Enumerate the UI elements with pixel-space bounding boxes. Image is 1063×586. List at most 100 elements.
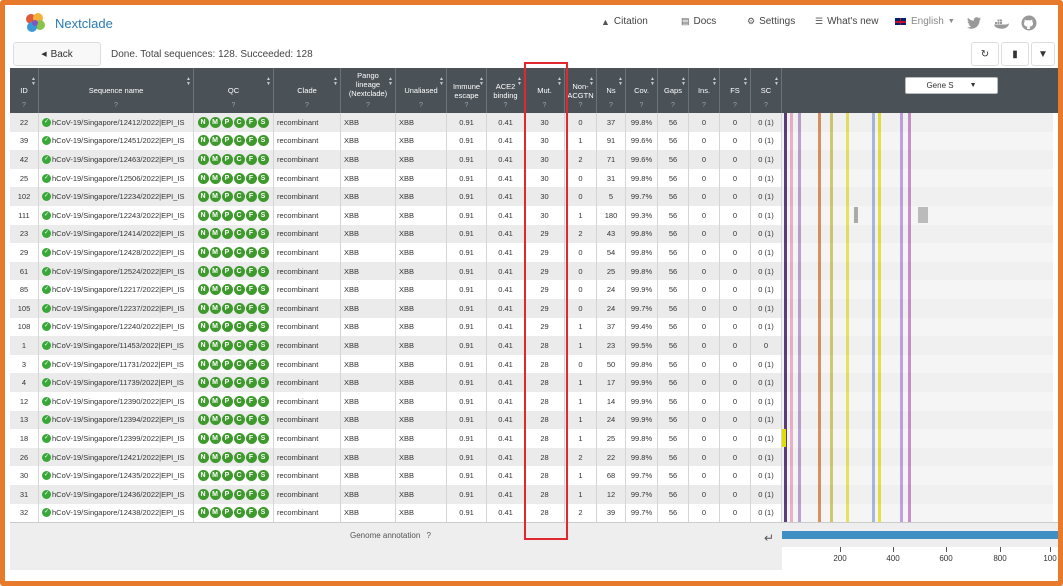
qc-badge-c[interactable]: C <box>233 321 245 333</box>
col-header-qc[interactable]: QC ▲ ▼ ? <box>194 68 274 113</box>
col-header-sequence-name[interactable]: Sequence name ▲ ▼ ? <box>39 68 194 113</box>
qc-badge-c[interactable]: C <box>233 395 245 407</box>
qc-badge-s[interactable]: S <box>257 470 269 482</box>
qc-badge-f[interactable]: F <box>245 395 257 407</box>
nav-docs[interactable]: ▤ Docs <box>681 16 716 27</box>
qc-badge-c[interactable]: C <box>233 358 245 370</box>
help-icon[interactable]: ? <box>609 102 613 109</box>
qc-badge-s[interactable]: S <box>257 153 269 165</box>
back-button[interactable]: ◀ Back <box>13 42 101 66</box>
qc-badge-n[interactable]: N <box>197 395 209 407</box>
qc-badge-f[interactable]: F <box>245 116 257 128</box>
table-row[interactable]: 111 ✓ hCoV-19/Singapore/12243/2022|EPI_IS N… <box>10 206 782 225</box>
qc-badge-n[interactable]: N <box>197 135 209 147</box>
qc-badge-p[interactable]: P <box>221 488 233 500</box>
qc-badge-s[interactable]: S <box>257 507 269 519</box>
qc-badge-m[interactable]: M <box>209 246 221 258</box>
qc-badge-f[interactable]: F <box>245 284 257 296</box>
qc-badge-m[interactable]: M <box>209 432 221 444</box>
qc-badge-n[interactable]: N <box>197 358 209 370</box>
qc-badge-m[interactable]: M <box>209 284 221 296</box>
table-row[interactable]: 85 ✓ hCoV-19/Singapore/12217/2022|EPI_IS N M… <box>10 280 782 299</box>
qc-badge-c[interactable]: C <box>233 451 245 463</box>
mutation-marker[interactable] <box>846 113 849 522</box>
col-header-ns[interactable]: Ns ▲ ▼ ? <box>597 68 626 113</box>
twitter-icon[interactable] <box>966 15 982 31</box>
table-row[interactable]: 22 ✓ hCoV-19/Singapore/12412/2022|EPI_IS N M… <box>10 113 782 132</box>
gene-select[interactable]: Gene S ▼ <box>905 77 998 94</box>
mutation-marker[interactable] <box>900 113 903 522</box>
language-dropdown[interactable]: English ▼ <box>894 16 955 27</box>
qc-badge-f[interactable]: F <box>245 507 257 519</box>
qc-badge-n[interactable]: N <box>197 265 209 277</box>
qc-badge-p[interactable]: P <box>221 432 233 444</box>
qc-badge-n[interactable]: N <box>197 321 209 333</box>
table-row[interactable]: 61 ✓ hCoV-19/Singapore/12524/2022|EPI_IS N M… <box>10 261 782 281</box>
qc-badge-p[interactable]: P <box>221 228 233 240</box>
qc-badge-p[interactable]: P <box>221 116 233 128</box>
qc-badge-s[interactable]: S <box>257 191 269 203</box>
qc-badge-p[interactable]: P <box>221 302 233 314</box>
qc-badge-p[interactable]: P <box>221 358 233 370</box>
help-icon[interactable]: ? <box>503 102 508 109</box>
qc-badge-f[interactable]: F <box>245 209 257 221</box>
table-row[interactable]: 108 ✓ hCoV-19/Singapore/12240/2022|EPI_IS N… <box>10 317 782 337</box>
qc-badge-c[interactable]: C <box>233 265 245 277</box>
qc-badge-n[interactable]: N <box>197 153 209 165</box>
qc-badge-n[interactable]: N <box>197 228 209 240</box>
qc-badge-f[interactable]: F <box>245 135 257 147</box>
help-icon[interactable]: ? <box>231 102 236 109</box>
sequence-marker[interactable] <box>918 207 928 223</box>
qc-badge-m[interactable]: M <box>209 358 221 370</box>
mutation-marker[interactable] <box>830 113 833 522</box>
mutation-marker[interactable] <box>798 113 801 522</box>
table-row[interactable]: 31 ✓ hCoV-19/Singapore/12436/2022|EPI_IS N M… <box>10 485 782 504</box>
qc-badge-n[interactable]: N <box>197 451 209 463</box>
qc-badge-p[interactable]: P <box>221 246 233 258</box>
sequence-marker[interactable] <box>854 207 858 223</box>
qc-badge-f[interactable]: F <box>245 153 257 165</box>
qc-badge-p[interactable]: P <box>221 451 233 463</box>
table-row[interactable]: 30 ✓ hCoV-19/Singapore/12435/2022|EPI_IS N M… <box>10 466 782 485</box>
help-icon[interactable]: ? <box>366 102 370 109</box>
table-row[interactable]: 39 ✓ hCoV-19/Singapore/12451/2022|EPI_IS N M… <box>10 131 782 151</box>
qc-badge-s[interactable]: S <box>257 302 269 314</box>
qc-badge-n[interactable]: N <box>197 209 209 221</box>
qc-badge-m[interactable]: M <box>209 339 221 351</box>
qc-badge-c[interactable]: C <box>233 116 245 128</box>
qc-badge-m[interactable]: M <box>209 228 221 240</box>
qc-badge-f[interactable]: F <box>245 488 257 500</box>
help-icon[interactable]: ? <box>305 102 309 109</box>
qc-badge-c[interactable]: C <box>233 153 245 165</box>
qc-badge-f[interactable]: F <box>245 470 257 482</box>
qc-badge-p[interactable]: P <box>221 135 233 147</box>
qc-badge-n[interactable]: N <box>197 377 209 389</box>
qc-badge-c[interactable]: C <box>233 432 245 444</box>
help-icon[interactable]: ? <box>764 102 768 109</box>
qc-badge-n[interactable]: N <box>197 432 209 444</box>
qc-badge-s[interactable]: S <box>257 377 269 389</box>
qc-badge-p[interactable]: P <box>221 395 233 407</box>
help-icon[interactable]: ? <box>702 102 706 109</box>
mutation-marker[interactable] <box>818 113 821 522</box>
qc-badge-n[interactable]: N <box>197 488 209 500</box>
qc-badge-c[interactable]: C <box>233 414 245 426</box>
return-arrow-icon[interactable]: ↵ <box>764 531 775 545</box>
qc-badge-m[interactable]: M <box>209 265 221 277</box>
qc-badge-m[interactable]: M <box>209 209 221 221</box>
qc-badge-f[interactable]: F <box>245 339 257 351</box>
qc-badge-s[interactable]: S <box>257 432 269 444</box>
table-row[interactable]: 102 ✓ hCoV-19/Singapore/12234/2022|EPI_IS N… <box>10 187 782 206</box>
qc-badge-f[interactable]: F <box>245 432 257 444</box>
table-row[interactable]: 12 ✓ hCoV-19/Singapore/12390/2022|EPI_IS N M… <box>10 392 782 411</box>
qc-badge-p[interactable]: P <box>221 339 233 351</box>
qc-badge-c[interactable]: C <box>233 488 245 500</box>
genome-map[interactable] <box>782 113 1053 522</box>
github-icon[interactable] <box>1021 15 1037 31</box>
qc-badge-m[interactable]: M <box>209 414 221 426</box>
qc-badge-c[interactable]: C <box>233 507 245 519</box>
qc-badge-p[interactable]: P <box>221 377 233 389</box>
qc-badge-s[interactable]: S <box>257 246 269 258</box>
gene-annotation-bar[interactable] <box>782 531 1058 539</box>
col-header-mutations[interactable]: Mut. ▲ ▼ ? <box>525 68 565 113</box>
